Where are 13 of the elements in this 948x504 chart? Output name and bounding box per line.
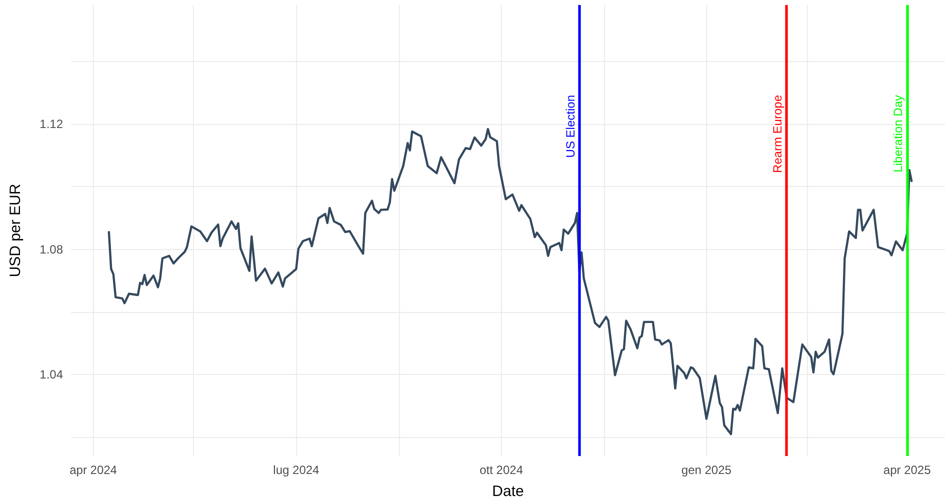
y-tick-label: 1.12 <box>40 117 64 132</box>
x-tick-label: gen 2025 <box>681 463 732 477</box>
x-tick-label: apr 2025 <box>883 463 932 477</box>
y-axis-title: USD per EUR <box>7 184 24 278</box>
ref-line-label: Rearm Europe <box>770 94 785 174</box>
y-tick-label: 1.04 <box>40 368 64 382</box>
x-tick-label: lug 2024 <box>273 463 320 477</box>
ref-line-label: Liberation Day <box>891 95 906 172</box>
ref-line-label: US Election <box>563 95 578 158</box>
x-tick-label: ott 2024 <box>480 463 524 477</box>
x-tick-label: apr 2024 <box>70 463 118 477</box>
y-tick-label: 1.08 <box>40 242 64 256</box>
x-axis-title: Date <box>492 483 524 500</box>
